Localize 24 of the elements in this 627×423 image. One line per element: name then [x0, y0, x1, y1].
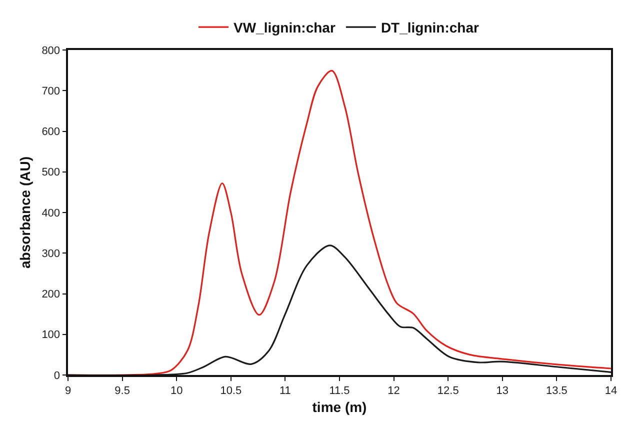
- x-tick-label: 14: [604, 384, 618, 397]
- y-tick-label: 100: [42, 329, 60, 342]
- y-tick-label: 500: [42, 166, 60, 179]
- y-tick-label: 600: [42, 126, 60, 138]
- x-tick-label: 9.5: [114, 384, 130, 397]
- y-tick-label: 800: [42, 44, 60, 57]
- x-tick-label: 12.5: [437, 384, 459, 397]
- x-tick-label: 9: [64, 384, 72, 397]
- x-axis-title: time (m): [312, 398, 367, 415]
- y-axis-title: absorbance (AU): [16, 156, 33, 269]
- y-tick-label: 300: [42, 248, 60, 260]
- legend-label: VW_lignin:char: [234, 20, 336, 36]
- x-tick-label: 13.5: [546, 384, 568, 397]
- y-tick-label: 200: [42, 288, 60, 301]
- x-tick-label: 11.5: [329, 384, 350, 397]
- x-tick-label: 12: [388, 384, 400, 397]
- x-tick-label: 10.5: [220, 384, 242, 397]
- x-tick-label: 11: [279, 384, 291, 397]
- y-tick-label: 700: [42, 85, 60, 98]
- x-tick-label: 13: [496, 384, 509, 397]
- y-tick-label: 400: [42, 207, 60, 220]
- x-tick-label: 10: [170, 384, 183, 397]
- y-tick-label: 0: [54, 370, 60, 382]
- legend-label: DT_lignin:char: [380, 20, 480, 36]
